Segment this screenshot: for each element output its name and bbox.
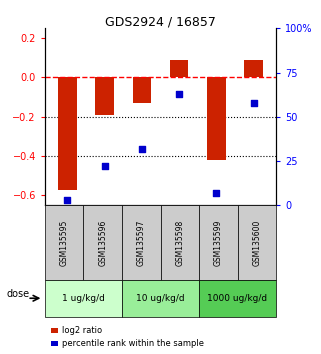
Text: 1000 ug/kg/d: 1000 ug/kg/d [207, 294, 268, 303]
Text: 1 ug/kg/d: 1 ug/kg/d [62, 294, 105, 303]
Bar [95, 78, 114, 115]
Bar [58, 78, 77, 190]
Bar [170, 60, 188, 78]
Text: GSM135598: GSM135598 [175, 219, 184, 266]
Text: dose: dose [6, 289, 30, 299]
Bar [207, 78, 226, 160]
Text: GSM135597: GSM135597 [137, 219, 146, 266]
Text: GSM135595: GSM135595 [60, 219, 69, 266]
Text: GSM135599: GSM135599 [214, 219, 223, 266]
Text: GSM135596: GSM135596 [98, 219, 107, 266]
Bar [133, 78, 151, 103]
Point [177, 91, 182, 97]
Point [139, 146, 144, 152]
Bar [244, 60, 263, 78]
Point [251, 100, 256, 105]
Text: GDS2924 / 16857: GDS2924 / 16857 [105, 16, 216, 29]
Point [214, 190, 219, 196]
Text: log2 ratio: log2 ratio [62, 326, 102, 335]
Point [65, 197, 70, 203]
Point [102, 164, 107, 169]
Text: 10 ug/kg/d: 10 ug/kg/d [136, 294, 185, 303]
Text: GSM135600: GSM135600 [252, 219, 261, 266]
Text: percentile rank within the sample: percentile rank within the sample [62, 339, 204, 348]
